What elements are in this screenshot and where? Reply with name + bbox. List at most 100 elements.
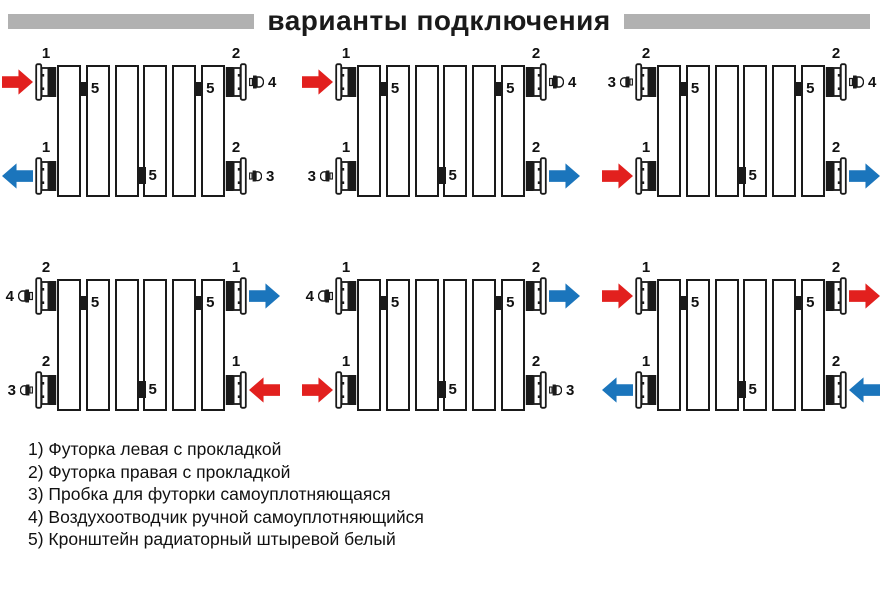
return-arrow-icon (249, 283, 280, 309)
bracket-number-label: 5 (748, 167, 757, 184)
radiator-section (57, 279, 81, 411)
supply-arrow-icon (302, 377, 333, 403)
bracket: 5 (678, 295, 699, 310)
bracket-number-label: 5 (448, 167, 457, 184)
fitting-bottom_right: 2 (825, 354, 847, 409)
fitting-icon (335, 277, 357, 315)
return-arrow-icon (602, 377, 633, 403)
bracket-icon (136, 381, 146, 398)
fitting-icon (225, 371, 247, 409)
fitting-number-label: 2 (231, 139, 241, 156)
fitting-bottom_right: 2 (525, 354, 547, 409)
fitting-number-label: 1 (41, 45, 51, 62)
bracket-number-label: 5 (748, 381, 757, 398)
fitting-number-label: 2 (531, 139, 541, 156)
radiator-body (657, 65, 825, 197)
air-vent-icon (318, 289, 333, 303)
radiator-body (657, 279, 825, 411)
bracket-icon (794, 81, 804, 96)
connection-top_right: 2 4 (825, 46, 878, 102)
radiator-section (800, 279, 825, 411)
title-bar: варианты подключения (8, 4, 871, 38)
bracket-number-label: 5 (90, 80, 100, 97)
fitting-number-label: 1 (641, 259, 651, 276)
radiator-section (500, 65, 525, 197)
fitting-top_right: 2 (225, 46, 247, 101)
fitting-top_left: 1 (635, 260, 657, 315)
legend-item-3: 3) Пробка для футорки самоуплотняющаяся (28, 484, 391, 504)
connection-top_right: 1 (225, 260, 280, 316)
radiator-section (385, 65, 410, 197)
connection-bottom_left: 3 2 (6, 354, 57, 410)
fitting-bottom_right: 2 (525, 140, 547, 195)
radiator-body (357, 279, 525, 411)
supply-arrow-icon (2, 69, 33, 95)
bracket-icon (194, 295, 204, 310)
return-arrow-icon (849, 377, 880, 403)
fitting-bottom_right: 1 (225, 354, 247, 409)
radiator-section (500, 279, 525, 411)
fitting-bottom_left: 1 (35, 140, 57, 195)
bracket-number-label: 5 (390, 80, 400, 97)
legend: 1) Футорка левая с прокладкой 2) Футорка… (28, 438, 424, 551)
part-number-label: 3 (307, 167, 316, 185)
bracket: 5 (794, 81, 814, 96)
bracket: 5 (794, 295, 814, 310)
bracket: 5 (136, 381, 157, 398)
bracket-number-label: 5 (90, 294, 100, 311)
connection-top_right: 2 4 (225, 46, 278, 102)
radiator-section (114, 65, 139, 197)
bracket-icon (436, 381, 446, 398)
plug-icon (20, 384, 33, 396)
connection-top_left: 1 (2, 46, 57, 102)
fitting-bottom_left: 1 (335, 140, 357, 195)
fitting-icon (35, 371, 57, 409)
air-vent-icon (549, 75, 564, 89)
radiator-section (743, 279, 768, 411)
fitting-number-label: 2 (831, 259, 841, 276)
fitting-bottom_left: 1 (335, 354, 357, 409)
fitting-top_left: 1 (335, 260, 357, 315)
fitting-top_left: 2 (635, 46, 657, 101)
fitting-icon (635, 157, 657, 195)
fitting-number-label: 2 (531, 353, 541, 370)
fitting-icon (225, 277, 247, 315)
bracket: 5 (136, 167, 157, 184)
connection-bottom_right: 2 (525, 140, 580, 196)
title-rule-left (8, 13, 255, 29)
fitting-bottom_left: 2 (35, 354, 57, 409)
connection-bottom_left: 1 (302, 354, 357, 410)
fitting-icon (35, 63, 57, 101)
radiator-body (357, 65, 525, 197)
fitting-icon (635, 277, 657, 315)
fitting-bottom_left: 1 (635, 140, 657, 195)
fitting-number-label: 1 (341, 259, 351, 276)
part-number-label: 3 (566, 381, 575, 399)
plug-icon (549, 384, 562, 396)
bracket-icon (194, 81, 204, 96)
connection-bottom_left: 1 (602, 140, 657, 196)
bracket-icon (136, 167, 146, 184)
bracket: 5 (736, 167, 757, 184)
supply-arrow-icon (602, 163, 633, 189)
fitting-bottom_right: 2 (825, 140, 847, 195)
fitting-bottom_left: 1 (635, 354, 657, 409)
bracket-icon (678, 81, 688, 96)
bracket-number-label: 5 (148, 381, 157, 398)
connection-bottom_right: 2 3 (525, 354, 576, 410)
fitting-icon (335, 371, 357, 409)
fitting-icon (525, 371, 547, 409)
supply-arrow-icon (302, 69, 333, 95)
legend-item-5: 5) Кронштейн радиаторный штыревой белый (28, 529, 396, 549)
radiator-section (114, 279, 139, 411)
fitting-icon (35, 157, 57, 195)
plug-icon (320, 170, 333, 182)
fitting-top_right: 2 (525, 46, 547, 101)
connection-bottom_left: 3 1 (306, 140, 357, 196)
bracket-number-label: 5 (806, 294, 815, 311)
part-number-label: 4 (868, 73, 877, 91)
plug-icon (620, 76, 633, 88)
air-vent-icon (18, 289, 33, 303)
connection-bottom_left: 1 (602, 354, 657, 410)
